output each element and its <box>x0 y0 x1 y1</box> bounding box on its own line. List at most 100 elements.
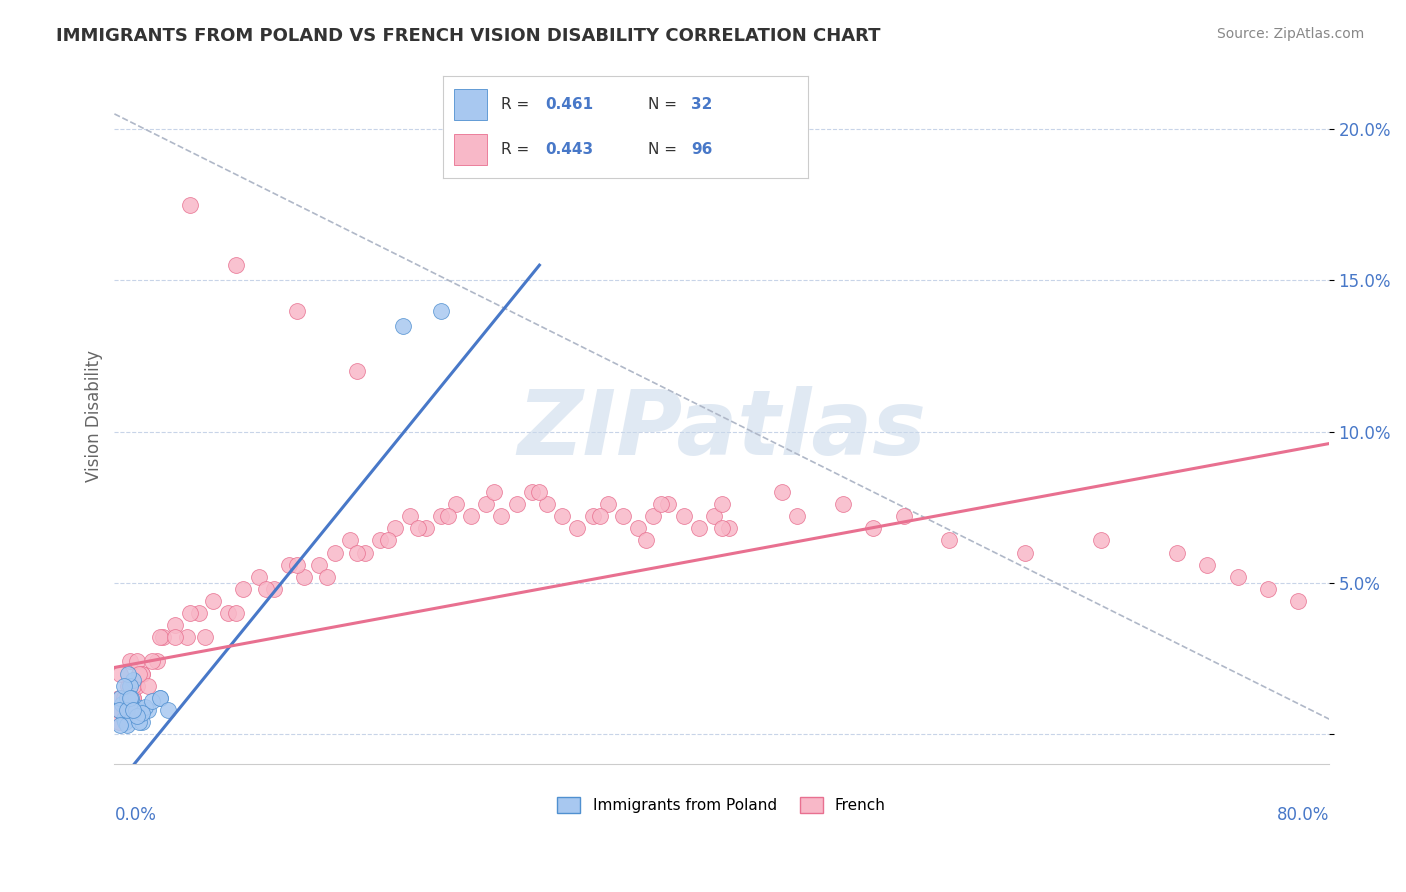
Point <box>520 485 543 500</box>
Point <box>392 318 415 333</box>
Point <box>710 521 733 535</box>
Point <box>718 521 741 535</box>
Point <box>688 521 710 535</box>
Y-axis label: Vision Disability: Vision Disability <box>86 351 103 483</box>
Point <box>589 509 612 524</box>
Text: Source: ZipAtlas.com: Source: ZipAtlas.com <box>1216 27 1364 41</box>
Point <box>627 521 650 535</box>
Point <box>612 509 634 524</box>
Point <box>482 485 505 500</box>
Point <box>770 485 793 500</box>
Point <box>112 712 135 726</box>
Point <box>108 703 131 717</box>
Point <box>149 690 172 705</box>
Text: ZIPatlas: ZIPatlas <box>517 386 927 475</box>
Point <box>247 570 270 584</box>
Point <box>108 714 131 729</box>
Point <box>121 673 143 687</box>
Point <box>832 497 855 511</box>
Point <box>1226 570 1249 584</box>
Point <box>529 485 551 500</box>
Point <box>114 703 136 717</box>
Point <box>377 533 399 548</box>
Point <box>188 606 211 620</box>
Point <box>217 606 239 620</box>
Point <box>112 703 135 717</box>
Point <box>149 690 172 705</box>
Point <box>118 655 141 669</box>
Point <box>202 594 225 608</box>
Point <box>1286 594 1309 608</box>
Point <box>131 666 153 681</box>
Point <box>415 521 437 535</box>
Point <box>118 690 141 705</box>
Point <box>505 497 527 511</box>
Legend: Immigrants from Poland, French: Immigrants from Poland, French <box>551 791 891 819</box>
Point <box>114 714 136 729</box>
Point <box>657 497 679 511</box>
Point <box>1257 582 1279 596</box>
Text: 32: 32 <box>692 97 713 112</box>
Point <box>551 509 574 524</box>
Point <box>437 509 460 524</box>
Point <box>278 558 301 572</box>
Point <box>254 582 277 596</box>
Point <box>1014 545 1036 559</box>
Point <box>115 690 138 705</box>
Point <box>536 497 558 511</box>
Point <box>118 679 141 693</box>
Bar <box>454 89 486 120</box>
Point <box>117 666 139 681</box>
Point <box>285 303 308 318</box>
Point <box>346 364 368 378</box>
Point <box>346 545 368 559</box>
Point <box>127 699 149 714</box>
Point <box>354 545 377 559</box>
Text: IMMIGRANTS FROM POLAND VS FRENCH VISION DISABILITY CORRELATION CHART: IMMIGRANTS FROM POLAND VS FRENCH VISION … <box>56 27 880 45</box>
Point <box>285 558 308 572</box>
Point <box>152 630 174 644</box>
Point <box>146 655 169 669</box>
Point <box>581 509 603 524</box>
Point <box>650 497 672 511</box>
Point <box>596 497 619 511</box>
Point <box>111 697 134 711</box>
Point <box>110 666 132 681</box>
Point <box>110 690 132 705</box>
Point <box>118 679 141 693</box>
Point <box>115 718 138 732</box>
Point <box>225 258 247 272</box>
Text: R =: R = <box>502 142 534 157</box>
Point <box>128 714 150 729</box>
Point <box>134 699 156 714</box>
Point <box>112 690 135 705</box>
Point <box>122 703 145 717</box>
Point <box>567 521 589 535</box>
Point <box>108 703 131 717</box>
Point <box>232 582 254 596</box>
Point <box>1197 558 1219 572</box>
Point <box>194 630 217 644</box>
Point <box>131 714 153 729</box>
Text: 0.0%: 0.0% <box>114 806 156 824</box>
Bar <box>454 135 486 165</box>
Point <box>128 666 150 681</box>
Point <box>292 570 315 584</box>
Point <box>117 679 139 693</box>
Point <box>786 509 808 524</box>
Point <box>703 509 725 524</box>
Point <box>121 703 143 717</box>
Point <box>127 679 149 693</box>
Point <box>368 533 391 548</box>
Point <box>118 703 141 717</box>
Point <box>121 690 143 705</box>
Point <box>406 521 429 535</box>
Point <box>136 703 159 717</box>
Point <box>308 558 330 572</box>
Point <box>893 509 915 524</box>
Point <box>176 630 198 644</box>
Point <box>179 606 201 620</box>
Point <box>141 655 163 669</box>
Point <box>444 497 467 511</box>
Point <box>1166 545 1188 559</box>
